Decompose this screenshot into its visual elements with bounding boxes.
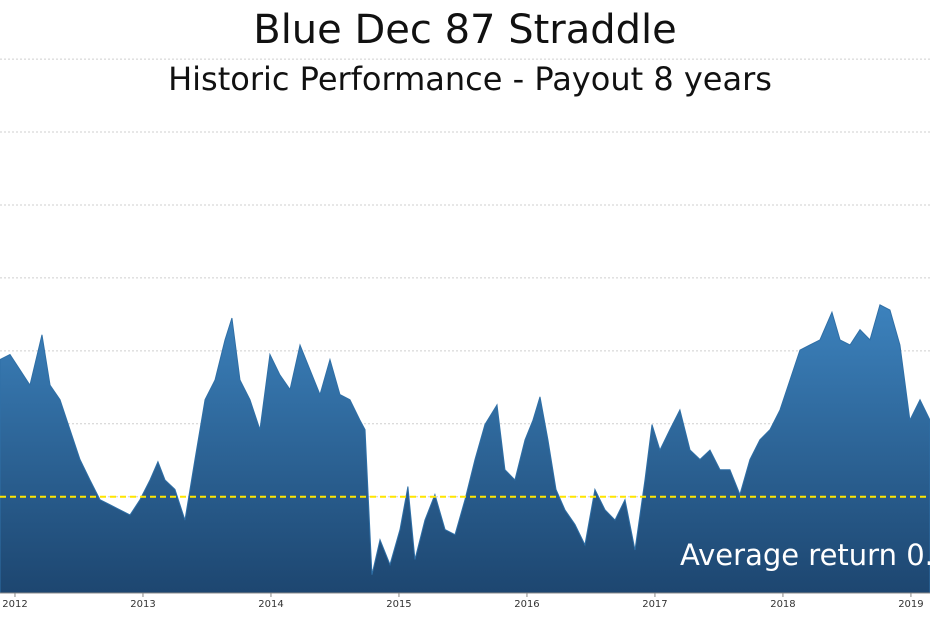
area bbox=[0, 304, 930, 594]
x-tick-label: 2018 bbox=[770, 599, 795, 610]
x-tick-label: 2015 bbox=[386, 599, 411, 610]
annotation: Average return 0.4 bbox=[680, 538, 930, 572]
x-tick-label: 2012 bbox=[2, 599, 27, 610]
chart-title: Blue Dec 87 Straddle bbox=[253, 7, 677, 53]
x-tick-label: 2016 bbox=[514, 599, 539, 610]
chart-subtitle: Historic Performance - Payout 8 years bbox=[168, 60, 772, 98]
x-tick-label: 2013 bbox=[130, 599, 155, 610]
x-tick-label: 2014 bbox=[258, 599, 283, 610]
x-tick-label: 2019 bbox=[898, 599, 923, 610]
x-tick-label: 2017 bbox=[642, 599, 667, 610]
